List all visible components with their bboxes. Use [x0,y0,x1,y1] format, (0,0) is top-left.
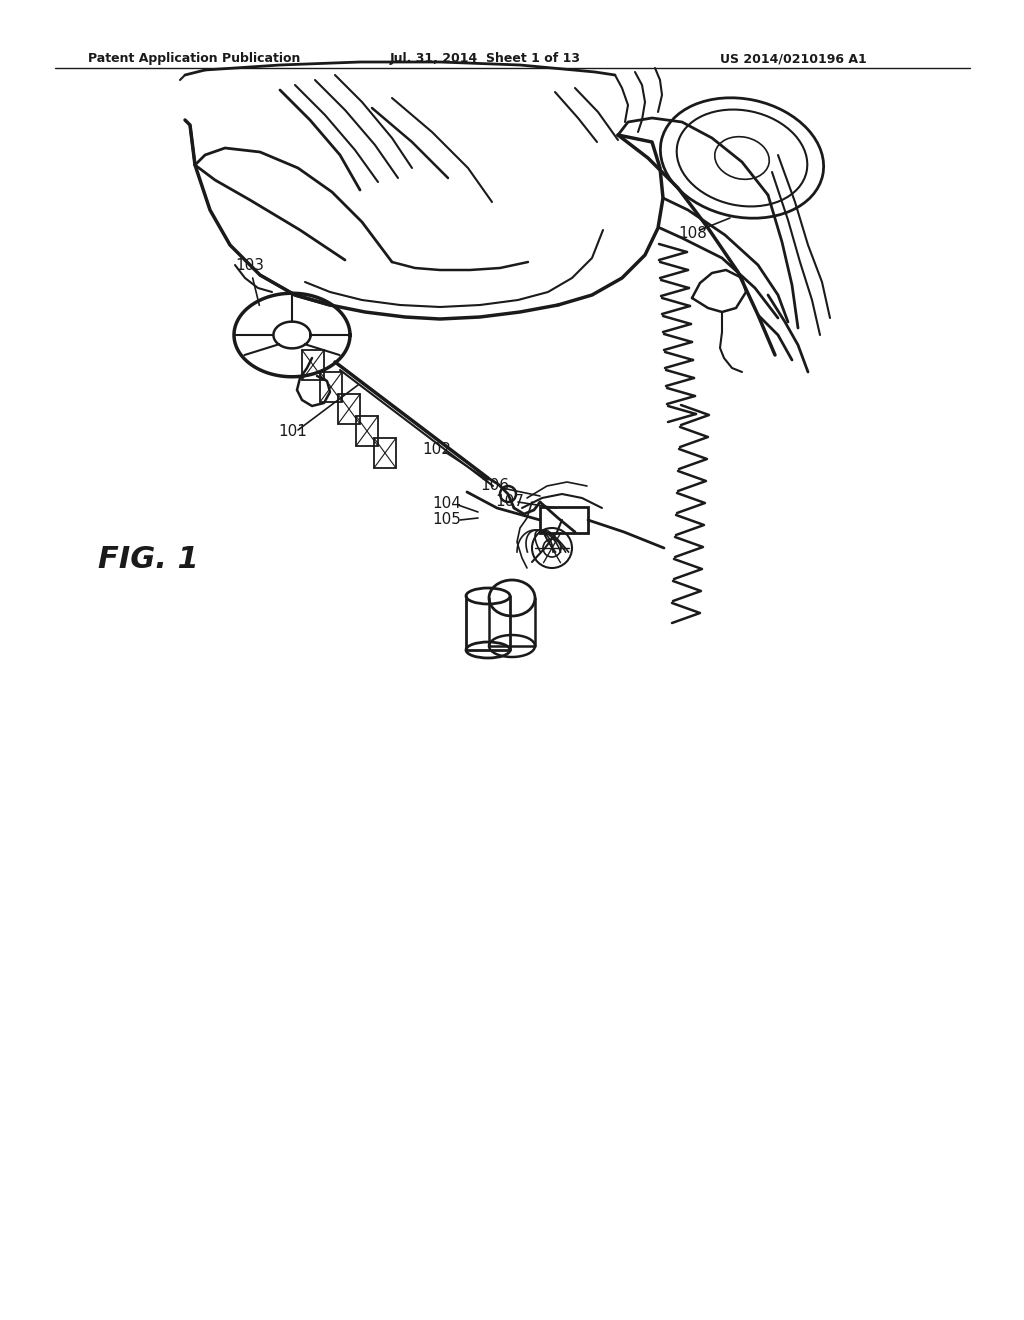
Text: 103: 103 [234,257,264,305]
Text: 106: 106 [480,478,509,492]
Text: 101: 101 [278,425,307,440]
Text: Jul. 31, 2014  Sheet 1 of 13: Jul. 31, 2014 Sheet 1 of 13 [390,51,581,65]
Text: US 2014/0210196 A1: US 2014/0210196 A1 [720,51,866,65]
Bar [540,507,588,533]
Text: Patent Application Publication: Patent Application Publication [88,51,300,65]
Text: 104: 104 [432,495,461,511]
Text: 108: 108 [678,226,707,240]
Text: 102: 102 [422,442,451,458]
Text: 107: 107 [495,495,524,510]
Text: FIG. 1: FIG. 1 [97,545,199,574]
Text: 105: 105 [432,512,461,528]
